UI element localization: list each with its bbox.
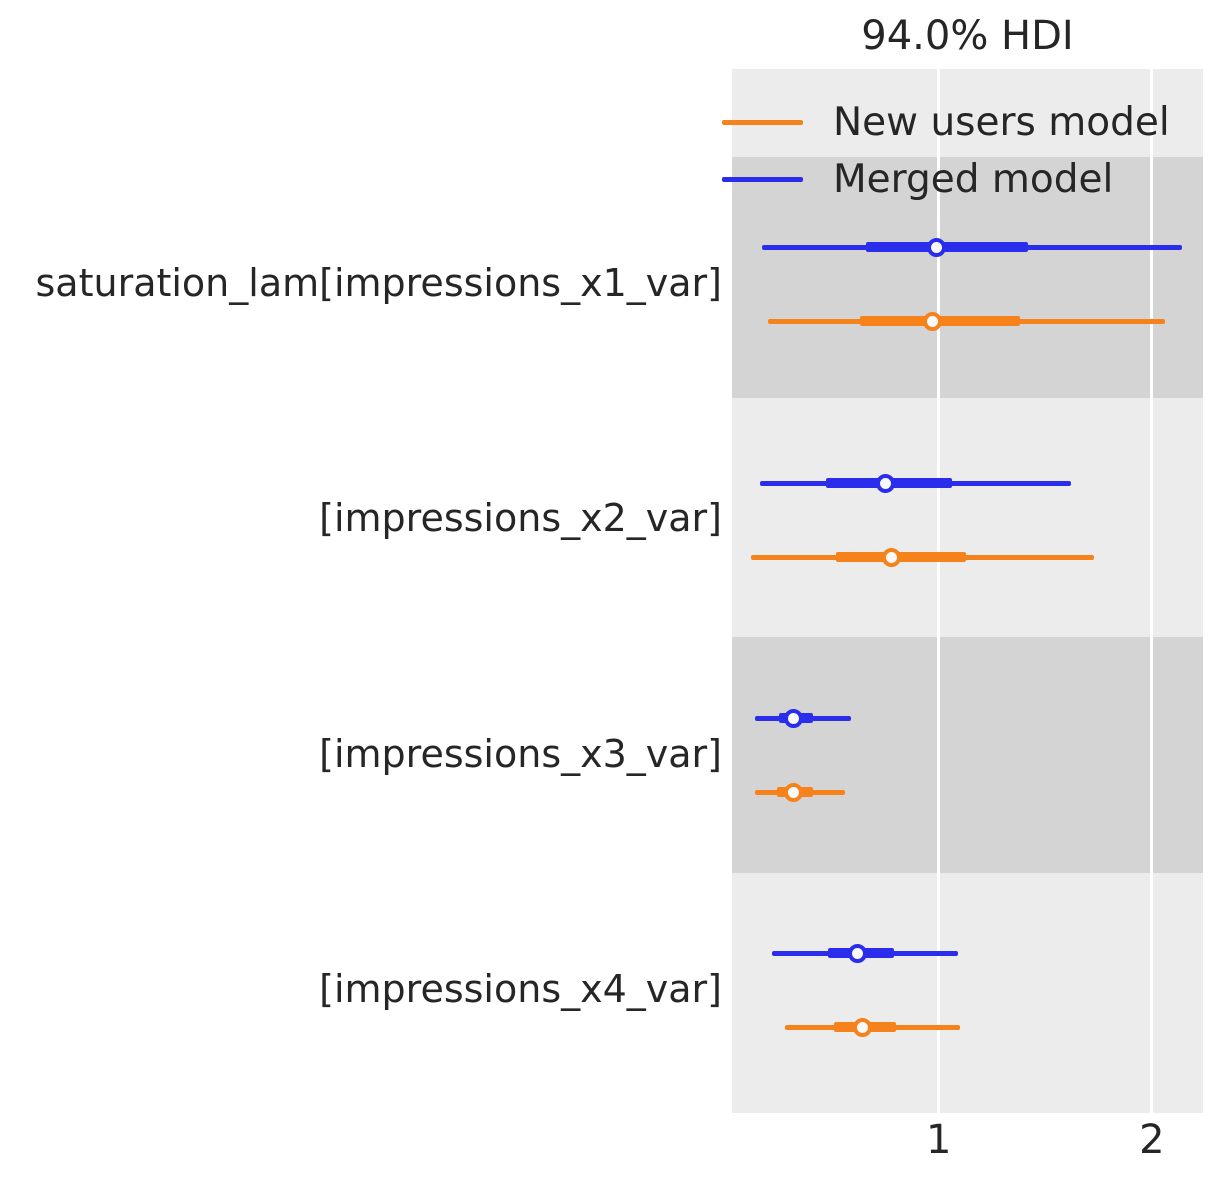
legend-item-new-users-model: New users model — [722, 99, 1170, 145]
median-marker — [927, 237, 947, 257]
median-marker — [882, 547, 902, 567]
y-tick-label-saturation-lam-x1: saturation_lam[impressions_x1_var] — [35, 261, 723, 306]
legend-label: New users model — [833, 99, 1170, 145]
legend-item-merged-model: Merged model — [722, 156, 1114, 202]
y-tick-label-x3: [impressions_x3_var] — [319, 732, 722, 777]
plot-area — [732, 69, 1203, 1113]
median-marker — [784, 782, 804, 802]
legend-label: Merged model — [833, 156, 1114, 202]
y-tick-label-x4: [impressions_x4_var] — [319, 967, 722, 1012]
interquartile-line — [866, 242, 1029, 252]
legend-line-swatch-orange — [722, 119, 803, 125]
plot-title: 94.0% HDI — [861, 13, 1074, 59]
x-tick-label: 1 — [925, 1117, 952, 1163]
alternating-shade-band — [732, 637, 1203, 873]
x-gridline — [1150, 69, 1154, 1113]
interquartile-line — [836, 552, 967, 562]
legend-line-swatch-blue — [722, 176, 803, 182]
median-marker — [852, 1017, 872, 1037]
x-gridline — [937, 69, 941, 1113]
median-marker — [922, 311, 942, 331]
y-tick-label-x2: [impressions_x2_var] — [319, 496, 722, 541]
x-tick-label: 2 — [1139, 1117, 1165, 1163]
median-marker — [875, 473, 895, 493]
median-marker — [848, 943, 868, 963]
alternating-shade-band — [732, 157, 1203, 398]
median-marker — [784, 708, 804, 728]
